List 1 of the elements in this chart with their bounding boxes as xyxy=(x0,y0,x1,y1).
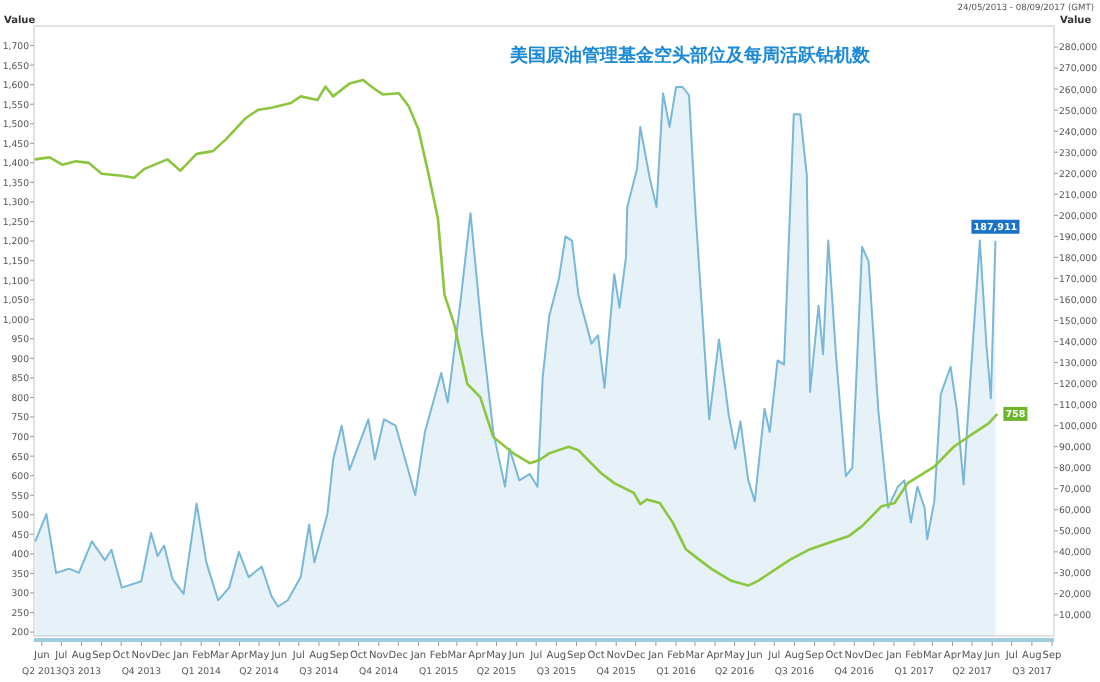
text: 美国原油管理基金空头部位及每周活跃钻机数 xyxy=(508,45,872,67)
